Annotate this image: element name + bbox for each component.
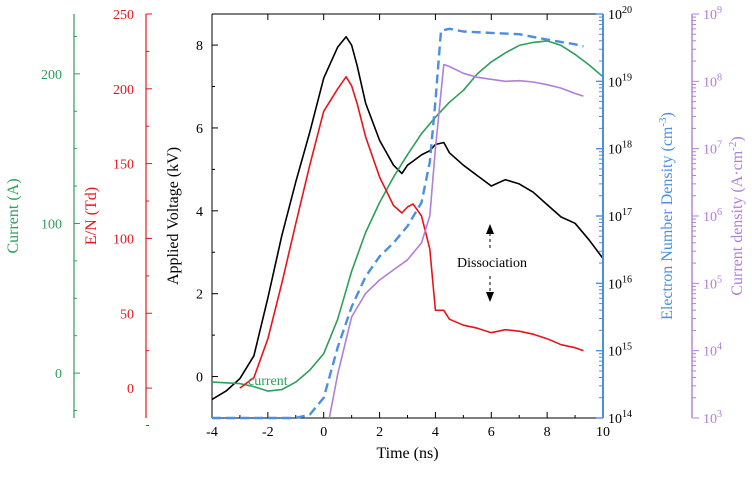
dissociation-arrowhead-down: [486, 292, 494, 302]
current-series-label: current: [248, 374, 288, 389]
en-line: [239, 76, 584, 389]
density-tick-label: 1018: [608, 140, 632, 158]
density-tick-label: 1019: [608, 72, 632, 90]
x-tick-label: 2: [376, 425, 383, 440]
current-axis-title: Current (A): [5, 178, 22, 253]
plot-frame: -4 -2 0 2 4 6 8 10 Time (ns) 0 2 4 6 8 Applied Voltage…: [165, 13, 610, 462]
density-tick-label: 1017: [608, 207, 632, 225]
density-tick-label: 1014: [608, 409, 632, 427]
voltage-tick-label: 8: [196, 39, 203, 54]
x-tick-label: 10: [596, 425, 610, 440]
series-lines: [211, 27, 604, 420]
current-line: [211, 40, 604, 392]
current-density-tick-label: 109: [703, 5, 722, 23]
x-tick-label: -4: [206, 425, 218, 440]
voltage-tick-label: 0: [196, 371, 203, 386]
current_density-line: [328, 63, 584, 419]
current-density-tick-label: 104: [703, 342, 722, 360]
current-density-axis-title: Current density (A·cm-2): [727, 136, 746, 295]
left-axes: 0 100 200 Current (A) 0 50 100 150 200 250 E/N (Td…: [5, 8, 152, 426]
en-axis-title: E/N (Td): [83, 187, 100, 245]
voltage-tick-label: 4: [196, 205, 203, 220]
dissociation-arrowhead-up: [486, 224, 494, 234]
current-density-tick-label: 107: [703, 140, 722, 158]
x-tick-label: 4: [432, 425, 439, 440]
dissociation-label: Dissociation: [457, 256, 527, 271]
en-tick-label: 150: [113, 158, 134, 173]
en-tick-label: 50: [120, 307, 134, 322]
en-tick-label: 250: [113, 8, 134, 23]
x-tick-label: 8: [544, 425, 551, 440]
voltage-line: [211, 36, 604, 401]
en-tick-label: 200: [113, 83, 134, 98]
voltage-tick-label: 2: [196, 288, 203, 303]
x-tick-label: -2: [262, 425, 274, 440]
en-tick-label: 0: [127, 382, 134, 397]
voltage-tick-label: 6: [196, 122, 203, 137]
en-tick-label: 100: [113, 232, 134, 247]
current-density-tick-label: 103: [703, 409, 722, 427]
x-tick-label: 0: [320, 425, 327, 440]
current-density-tick-label: 106: [703, 207, 722, 225]
annotations: current Dissociation: [248, 224, 527, 389]
current-density-tick-label: 105: [703, 274, 722, 292]
current-density-tick-label: 108: [703, 72, 722, 90]
x-axis-title: Time (ns): [376, 445, 438, 462]
x-tick-label: 6: [488, 425, 495, 440]
density-axis-title: Electron Number Density (cm-3): [657, 112, 676, 320]
density-tick-label: 1015: [608, 342, 632, 360]
density-tick-label: 1020: [608, 5, 632, 23]
current-tick-label: 100: [41, 217, 62, 232]
density-line: [212, 27, 584, 420]
voltage-axis-title: Applied Voltage (kV): [165, 147, 182, 285]
right-axes: 1014 1015 1016 1017 1018 1019 1020 Electron Num…: [596, 5, 746, 427]
current-tick-label: 200: [41, 68, 62, 83]
density-tick-label: 1016: [608, 274, 632, 292]
current-tick-label: 0: [55, 367, 62, 382]
